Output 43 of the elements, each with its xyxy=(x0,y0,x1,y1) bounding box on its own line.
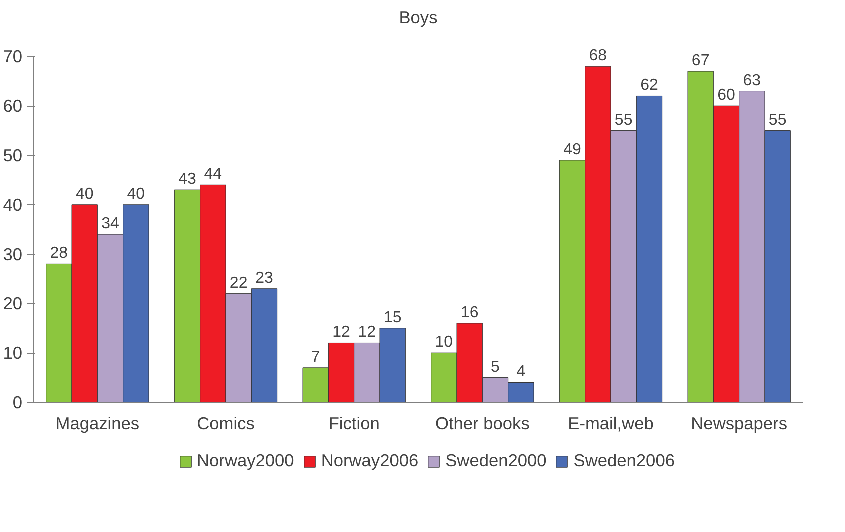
x-tick-label: Magazines xyxy=(56,414,140,434)
x-tick-label: Newspapers xyxy=(691,414,788,434)
legend-label: Sweden2000 xyxy=(446,450,547,472)
data-label: 4 xyxy=(516,364,526,381)
data-label: 16 xyxy=(460,304,479,322)
data-label: 49 xyxy=(564,141,582,158)
data-label: 10 xyxy=(435,334,454,352)
y-tick-label: 0 xyxy=(12,392,23,412)
data-label: 28 xyxy=(50,245,68,262)
y-tick-label: 30 xyxy=(3,244,23,264)
chart-title: Boys xyxy=(399,8,438,28)
data-label: 7 xyxy=(311,348,320,366)
data-label: 5 xyxy=(491,358,500,376)
y-tick-label: 60 xyxy=(3,96,23,116)
y-tick-label: 70 xyxy=(3,46,23,67)
x-tick-label: Other books xyxy=(435,414,530,434)
data-label: 44 xyxy=(204,166,222,184)
data-label: 40 xyxy=(127,186,146,203)
data-label: 23 xyxy=(256,270,274,287)
y-tick-label: 10 xyxy=(3,343,23,364)
x-tick-label: E-mail,web xyxy=(568,414,654,434)
data-label: 22 xyxy=(230,274,248,292)
data-label: 12 xyxy=(332,324,350,342)
data-label: 67 xyxy=(692,52,710,70)
data-label: 40 xyxy=(76,186,94,203)
legend-label: Norway2006 xyxy=(321,450,419,472)
legend-label: Norway2000 xyxy=(197,450,294,472)
data-label: 12 xyxy=(358,324,376,342)
data-label: 34 xyxy=(102,216,120,233)
y-tick-label: 50 xyxy=(3,146,23,166)
x-tick-label: Fiction xyxy=(328,414,380,434)
data-label: 55 xyxy=(614,112,633,129)
y-tick-label: 40 xyxy=(3,194,23,215)
data-label: 15 xyxy=(384,309,402,326)
data-label: 55 xyxy=(768,112,787,129)
legend-label: Sweden2006 xyxy=(574,450,675,472)
data-label: 63 xyxy=(743,72,762,90)
x-tick-label: Comics xyxy=(197,414,256,434)
data-label: 60 xyxy=(718,87,736,104)
data-label: 68 xyxy=(589,48,608,65)
data-label: 43 xyxy=(178,171,196,188)
data-label: 62 xyxy=(640,77,658,94)
y-tick-label: 20 xyxy=(3,294,23,314)
